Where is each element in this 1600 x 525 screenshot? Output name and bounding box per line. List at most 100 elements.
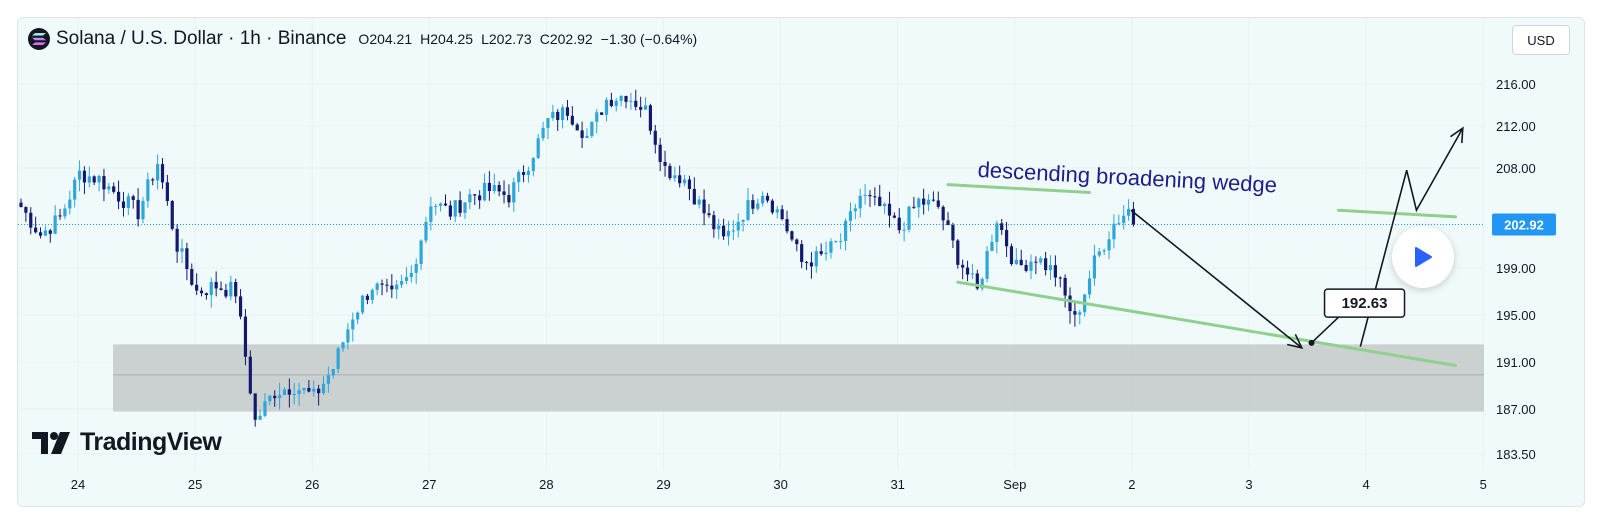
candle-body-194 <box>965 267 970 275</box>
candle-body-175 <box>873 196 877 198</box>
candle-body-73 <box>375 283 379 290</box>
candle-body-124 <box>624 96 628 102</box>
candle-body-162 <box>809 262 814 267</box>
candle-body-9 <box>63 208 67 217</box>
last-price-tag-text: 202.92 <box>1504 217 1544 232</box>
candle-body-49 <box>258 415 262 420</box>
candle-body-68 <box>351 319 355 330</box>
candle-body-160 <box>800 244 804 262</box>
last-price-tag: 202.92 <box>1492 213 1556 236</box>
time-tick-8: Sep <box>1003 477 1026 492</box>
candle-body-215 <box>1068 295 1072 312</box>
time-tick-12: 5 <box>1480 477 1487 492</box>
wedge-lines <box>946 183 1457 368</box>
candle-body-224 <box>1112 223 1116 240</box>
annotation-descending-broadening-wedge: descending broadening wedge <box>977 157 1278 198</box>
candle-body-182 <box>907 206 911 230</box>
candle-body-20 <box>116 191 121 202</box>
candle-body-84 <box>429 206 433 222</box>
candle-body-213 <box>1058 277 1062 279</box>
candle-body-25 <box>141 200 145 220</box>
candle-body-200 <box>995 223 999 242</box>
candle-body-90 <box>458 200 462 213</box>
candle-body-153 <box>765 195 770 201</box>
candle-body-38 <box>204 293 209 296</box>
ohlc-close: C202.92 <box>540 31 593 47</box>
candle-body-32 <box>175 228 179 252</box>
solana-logo-icon <box>28 28 50 50</box>
candle-body-156 <box>780 209 784 220</box>
ohlc-open: O204.21 <box>358 31 412 47</box>
candle-body-204 <box>1014 259 1018 265</box>
candle-body-22 <box>126 196 130 208</box>
time-axis[interactable]: 24 25 26 27 28 29 30 31 Sep 2 3 4 5 <box>71 477 1487 492</box>
candle-body-139 <box>697 199 701 205</box>
candle-body-57 <box>297 390 301 395</box>
candle-body-12 <box>77 170 82 180</box>
candle-body-56 <box>292 394 296 396</box>
candle-body-10 <box>68 199 72 209</box>
time-tick-4: 28 <box>539 477 553 492</box>
price-axis[interactable]: 216.00 212.00 208.00 199.00 195.00 191.00 187.… <box>1496 77 1536 462</box>
candle-body-88 <box>448 205 452 217</box>
candle-body-105 <box>531 158 535 171</box>
candle-body-133 <box>668 165 672 179</box>
candle-body-82 <box>419 240 423 264</box>
candle-body-69 <box>356 312 360 320</box>
high-label: H <box>420 31 431 47</box>
candle-body-87 <box>443 203 448 206</box>
tradingview-branding[interactable]: TradingView <box>32 428 222 457</box>
close-value: 202.92 <box>549 31 593 47</box>
wedge-upper-line <box>946 183 1092 194</box>
candle-body-142 <box>712 215 716 230</box>
candle-body-62 <box>321 383 326 394</box>
candle-body-179 <box>892 215 896 218</box>
candle-body-109 <box>551 111 555 119</box>
candle-body-93 <box>473 194 477 196</box>
wedge-upper-right-line <box>1336 208 1457 219</box>
candle-body-199 <box>990 241 994 251</box>
candle-body-115 <box>580 130 584 138</box>
candle-body-159 <box>795 239 799 245</box>
time-tick-3: 27 <box>422 477 436 492</box>
candle-body-155 <box>775 209 779 213</box>
candle-body-48 <box>253 393 257 420</box>
candle-body-7 <box>53 215 57 234</box>
candle-body-80 <box>409 272 413 278</box>
candle-body-101 <box>512 182 516 203</box>
candle-body-91 <box>463 202 467 213</box>
chart-frame: descending broadening wedge 192.63 216.0… <box>17 17 1585 507</box>
symbol-title[interactable]: Solana / U.S. Dollar · 1h · Binance <box>56 28 347 49</box>
candle-body-34 <box>185 248 189 270</box>
candle-body-174 <box>868 194 872 197</box>
candle-body-225 <box>1117 223 1121 225</box>
play-button[interactable] <box>1392 226 1454 288</box>
candle-body-24 <box>136 199 140 220</box>
candle-body-5 <box>43 230 47 236</box>
currency-button[interactable]: USD <box>1512 25 1570 55</box>
price-tick-6: 187.00 <box>1496 402 1536 417</box>
tradingview-logo-icon <box>32 431 70 454</box>
candle-body-112 <box>565 107 570 116</box>
price-tick-5: 191.00 <box>1496 355 1536 370</box>
candle-body-197 <box>980 278 984 289</box>
candle-body-181 <box>902 229 906 231</box>
tradingview-wordmark: TradingView <box>80 428 222 456</box>
candle-body-86 <box>439 203 443 207</box>
candle-body-187 <box>931 199 936 201</box>
candle-body-110 <box>556 111 560 121</box>
candle-body-126 <box>634 100 638 107</box>
candle-body-61 <box>317 388 321 394</box>
price-tick-3: 199.00 <box>1496 261 1536 276</box>
projection-down-line <box>1130 209 1303 349</box>
low-label: L <box>481 31 489 47</box>
candle-body-104 <box>526 170 531 175</box>
candle-body-29 <box>160 164 165 183</box>
candle-body-158 <box>790 231 794 240</box>
candle-body-192 <box>956 240 960 265</box>
candle-body-163 <box>814 251 818 267</box>
price-chart[interactable]: descending broadening wedge 192.63 216.0… <box>18 18 1584 506</box>
candle-body-52 <box>273 395 277 399</box>
candle-body-76 <box>390 285 394 290</box>
candle-body-79 <box>404 277 409 281</box>
